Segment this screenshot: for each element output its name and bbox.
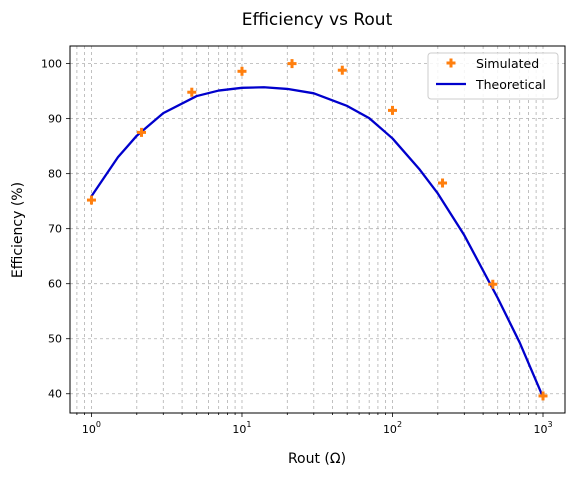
legend-label-theoretical: Theoretical (475, 77, 546, 92)
data-layer (86, 59, 548, 401)
y-tick-label: 70 (48, 223, 62, 236)
series-simulated-point (137, 127, 147, 137)
y-tick-label: 90 (48, 113, 62, 126)
series-simulated-point (86, 195, 96, 205)
series-simulated-point (287, 59, 297, 69)
x-tick-label: 103 (533, 420, 552, 436)
series-theoretical-line (90, 86, 545, 398)
series-simulated-point (438, 178, 448, 188)
x-tick-label: 102 (383, 420, 402, 436)
x-axis-title: Rout (Ω) (288, 451, 346, 467)
y-tick-label: 100 (41, 58, 62, 71)
x-tick-label: 101 (232, 420, 251, 436)
y-tick-label: 80 (48, 168, 62, 181)
chart-title: Efficiency vs Rout (242, 10, 393, 30)
series-simulated-point (237, 66, 247, 76)
series-simulated-point (387, 105, 397, 115)
legend: Simulated Theoretical (427, 52, 559, 100)
ticks: 40 50 60 70 80 90 100 100 101 102 103 (41, 58, 553, 436)
legend-marker-plus (446, 58, 456, 68)
series-simulated-point (187, 87, 197, 97)
y-tick-label: 60 (48, 278, 62, 291)
grid (70, 46, 565, 413)
y-axis-title: Efficiency (%) (10, 182, 26, 278)
series-simulated-point (337, 65, 347, 75)
legend-marker-simulated (446, 58, 456, 68)
series-simulated-point (488, 279, 498, 289)
plot-frame (69, 45, 566, 414)
x-tick-label: 100 (82, 420, 101, 436)
y-tick-label: 40 (48, 388, 62, 401)
legend-label-simulated: Simulated (476, 56, 539, 71)
legend-box (427, 52, 559, 100)
y-tick-label: 50 (48, 333, 62, 346)
series-simulated-point (538, 391, 548, 401)
